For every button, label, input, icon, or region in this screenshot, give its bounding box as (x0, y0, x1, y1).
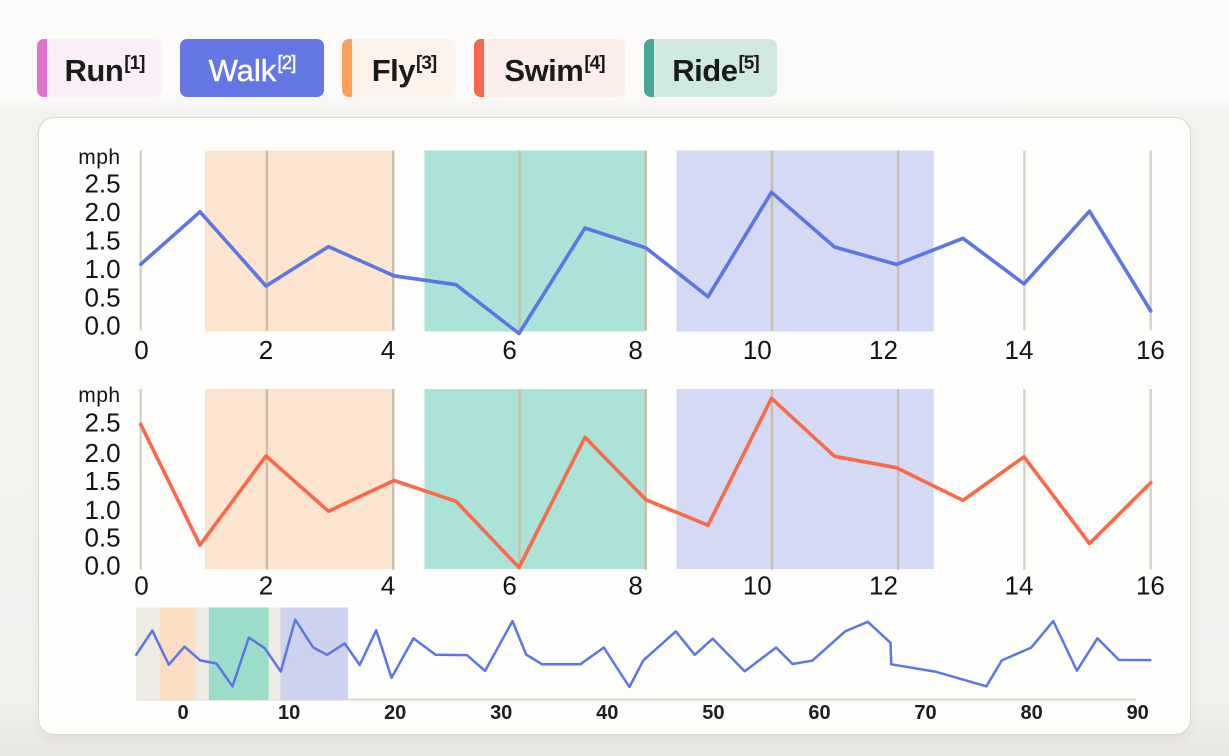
svg-text:mph: mph (78, 384, 120, 407)
svg-text:10: 10 (743, 335, 772, 365)
svg-text:20: 20 (384, 702, 406, 724)
svg-text:4: 4 (381, 335, 395, 365)
svg-text:1.0: 1.0 (84, 254, 120, 284)
svg-text:1.5: 1.5 (84, 466, 120, 496)
svg-text:2.0: 2.0 (84, 438, 120, 468)
svg-text:2: 2 (259, 335, 273, 365)
svg-text:10: 10 (743, 570, 772, 600)
svg-text:70: 70 (914, 702, 936, 724)
svg-text:40: 40 (596, 702, 618, 724)
svg-text:2.0: 2.0 (84, 197, 120, 227)
svg-text:80: 80 (1020, 702, 1042, 724)
svg-text:14: 14 (1005, 335, 1034, 365)
svg-text:30: 30 (490, 702, 512, 724)
svg-text:4: 4 (381, 570, 395, 600)
svg-text:16: 16 (1136, 570, 1165, 600)
svg-text:90: 90 (1127, 702, 1149, 724)
svg-text:0: 0 (177, 702, 188, 724)
svg-text:0.0: 0.0 (84, 551, 120, 581)
svg-text:12: 12 (869, 570, 898, 600)
svg-text:14: 14 (1005, 570, 1034, 600)
svg-text:8: 8 (628, 335, 642, 365)
svg-text:0.5: 0.5 (84, 523, 120, 553)
svg-text:0: 0 (134, 570, 148, 600)
svg-text:60: 60 (808, 702, 830, 724)
svg-text:1.5: 1.5 (84, 225, 120, 255)
svg-text:2: 2 (259, 570, 273, 600)
svg-text:16: 16 (1136, 335, 1165, 365)
svg-text:12: 12 (869, 335, 898, 365)
svg-text:8: 8 (628, 570, 642, 600)
svg-text:50: 50 (702, 702, 724, 724)
svg-text:0.0: 0.0 (84, 311, 120, 341)
svg-text:6: 6 (502, 335, 516, 365)
svg-text:mph: mph (78, 146, 120, 169)
svg-text:10: 10 (278, 702, 300, 724)
svg-text:6: 6 (502, 570, 516, 600)
svg-text:2.5: 2.5 (84, 408, 120, 438)
svg-text:1.0: 1.0 (84, 495, 120, 525)
svg-text:0: 0 (134, 335, 148, 365)
svg-text:2.5: 2.5 (84, 169, 120, 199)
svg-text:0.5: 0.5 (84, 282, 120, 312)
